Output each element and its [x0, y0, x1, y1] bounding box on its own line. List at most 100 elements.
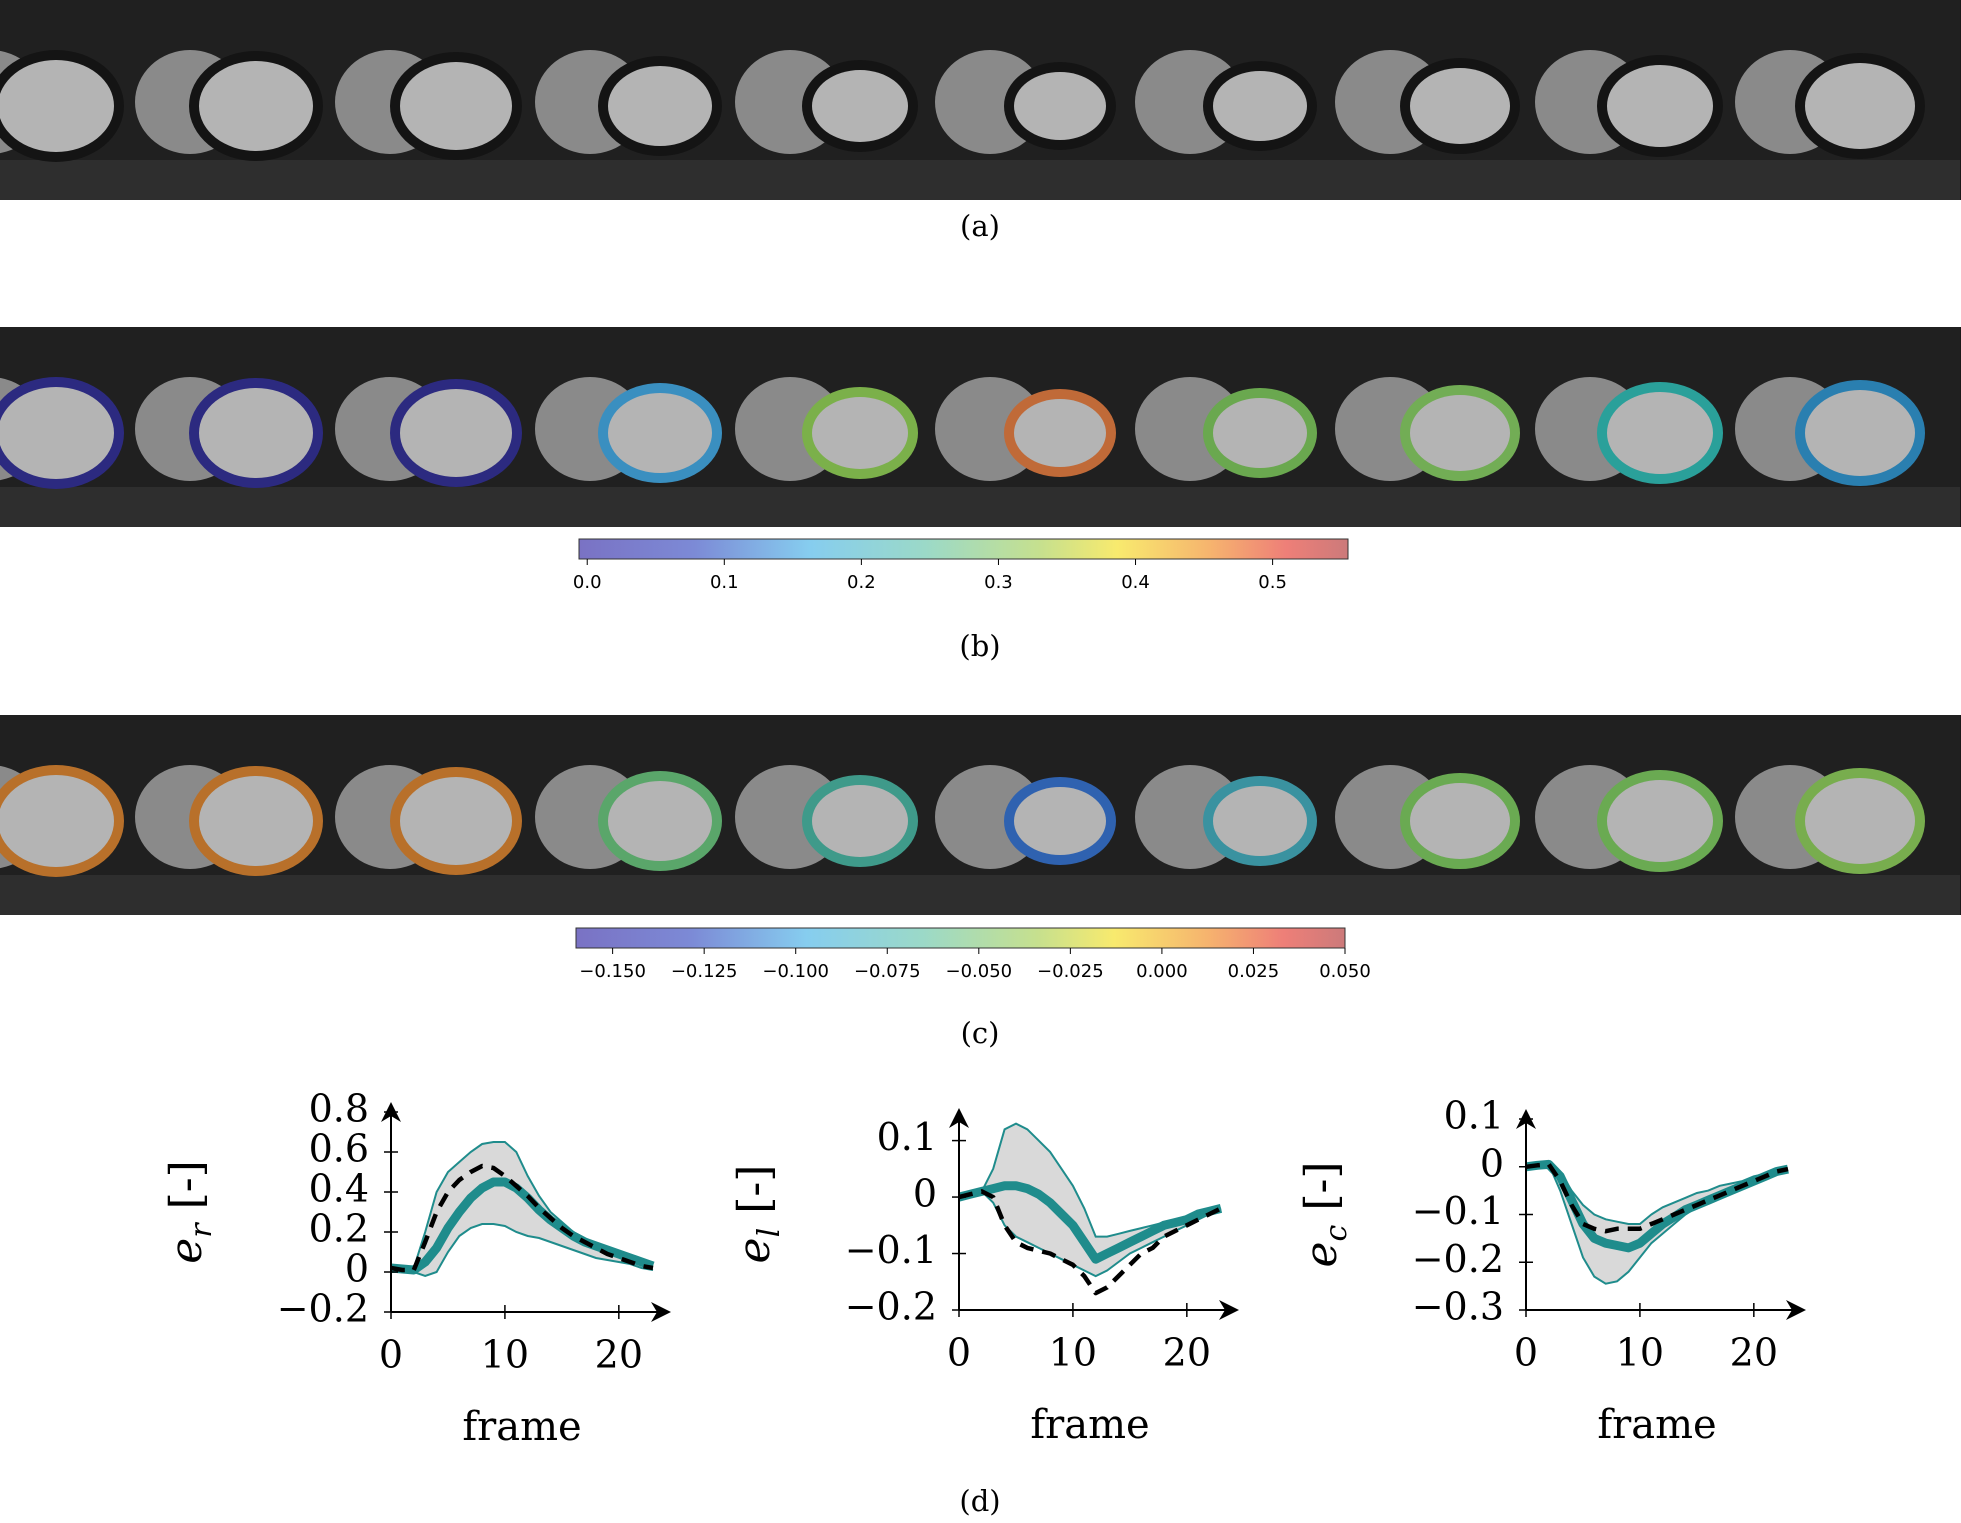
- x-tick-label: 20: [1730, 1331, 1778, 1375]
- y-label-unit: [-]: [161, 1160, 212, 1209]
- colorbar-tick-label: 0.000: [1136, 961, 1188, 982]
- lower-tissue: [1560, 487, 1760, 527]
- lower-tissue: [1560, 875, 1760, 915]
- colorbar-tick-label: 0.0: [573, 572, 602, 593]
- y-tick-label: 0.1: [877, 1115, 937, 1159]
- x-tick-label: 20: [1163, 1331, 1211, 1375]
- lv-cavity: [1805, 778, 1915, 864]
- lv-cavity: [1805, 63, 1915, 149]
- y-label-symbol: e: [161, 1238, 212, 1264]
- lv-cavity: [1607, 392, 1713, 474]
- lv-cavity: [400, 62, 512, 150]
- dashed-line: [1525, 1162, 1789, 1234]
- lv-cavity: [0, 60, 114, 152]
- lv-cavity: [1607, 65, 1713, 147]
- lower-tissue: [760, 160, 960, 200]
- mean-line: [390, 1177, 655, 1275]
- lv-cavity: [608, 66, 712, 146]
- colorbar-tick-label: −0.150: [579, 961, 646, 982]
- x-axis-label: frame: [1030, 1402, 1149, 1448]
- lower-tissue: [760, 487, 960, 527]
- lv-cavity: [608, 393, 712, 473]
- colorbar-tick-label: 0.4: [1121, 572, 1150, 593]
- lv-cavity: [1213, 71, 1307, 141]
- band-lower: [391, 1223, 654, 1278]
- colorbar-tick-label: 0.025: [1228, 961, 1280, 982]
- colorbar-tick-label: 0.5: [1258, 572, 1287, 593]
- lv-cavity: [1014, 72, 1106, 140]
- x-tick-label: 0: [1514, 1331, 1538, 1375]
- y-tick-label: −0.2: [845, 1285, 937, 1329]
- lv-cavity: [0, 387, 114, 479]
- lower-tissue: [360, 160, 560, 200]
- lv-cavity: [1410, 783, 1510, 859]
- lower-tissue: [560, 875, 760, 915]
- lower-tissue: [560, 487, 760, 527]
- y-axis-label: ec [-]: [1296, 1161, 1354, 1267]
- y-tick-label: 0.8: [309, 1087, 369, 1131]
- y-label-subscript: r: [184, 1222, 219, 1238]
- lv-cavity: [199, 776, 313, 866]
- x-tick-label: 0: [379, 1333, 403, 1377]
- lv-cavity: [0, 775, 114, 867]
- lv-cavity: [1410, 68, 1510, 144]
- x-tick-label: 0: [947, 1331, 971, 1375]
- lower-tissue: [360, 875, 560, 915]
- y-tick-label: −0.1: [1412, 1189, 1504, 1233]
- lv-cavity: [1213, 398, 1307, 468]
- y-label-subscript: c: [1319, 1224, 1354, 1241]
- lower-tissue: [960, 160, 1160, 200]
- lower-tissue: [960, 875, 1160, 915]
- lv-cavity: [812, 785, 908, 857]
- lv-cavity: [1607, 780, 1713, 862]
- lower-tissue: [1360, 487, 1560, 527]
- y-tick-label: 0.1: [1444, 1094, 1504, 1138]
- lv-cavity: [1014, 399, 1106, 467]
- y-tick-label: −0.2: [277, 1287, 369, 1331]
- x-tick-label: 10: [1616, 1331, 1664, 1375]
- colorbar-tick-label: −0.075: [854, 961, 921, 982]
- y-tick-label: 0.2: [309, 1207, 369, 1251]
- lower-tissue: [1360, 160, 1560, 200]
- lower-tissue: [0, 487, 160, 527]
- lv-cavity: [1410, 395, 1510, 471]
- lower-tissue: [1160, 487, 1360, 527]
- lv-cavity: [1805, 390, 1915, 476]
- y-tick-label: 0: [345, 1247, 369, 1291]
- lv-cavity: [400, 777, 512, 865]
- y-label-unit: [-]: [1296, 1161, 1347, 1210]
- colorbar: [578, 538, 1349, 560]
- colorbar-tick-label: 0.3: [984, 572, 1013, 593]
- lv-cavity: [812, 70, 908, 142]
- lv-cavity: [400, 389, 512, 477]
- y-axis-label: er [-]: [161, 1160, 219, 1264]
- colorbar-tick-label: 0.1: [710, 572, 739, 593]
- y-axis-label: el [-]: [729, 1165, 787, 1264]
- colorbar-tick-label: −0.025: [1037, 961, 1104, 982]
- colorbar-tick-label: −0.050: [945, 961, 1012, 982]
- lower-tissue: [1160, 160, 1360, 200]
- mean-line: [957, 1181, 1223, 1264]
- lower-tissue: [360, 487, 560, 527]
- caption: (d): [959, 1484, 1000, 1518]
- y-label-symbol: e: [1296, 1241, 1347, 1267]
- lower-tissue: [1360, 875, 1560, 915]
- y-label-subscript: l: [752, 1228, 787, 1238]
- lower-tissue: [1760, 160, 1960, 200]
- dashed-line: [958, 1189, 1222, 1296]
- caption: (b): [959, 629, 1000, 663]
- x-axis-label: frame: [462, 1404, 581, 1450]
- y-tick-label: −0.2: [1412, 1237, 1504, 1281]
- lv-cavity: [1014, 787, 1106, 855]
- lower-tissue: [0, 160, 160, 200]
- colorbar-tick-label: 0.050: [1319, 961, 1371, 982]
- colorbar-tick-label: −0.125: [671, 961, 738, 982]
- lv-cavity: [199, 61, 313, 151]
- y-tick-label: 0.6: [309, 1127, 369, 1171]
- y-label-symbol: e: [729, 1237, 780, 1263]
- y-tick-label: 0: [1480, 1141, 1504, 1185]
- y-tick-label: 0: [913, 1172, 937, 1216]
- dashed-line: [390, 1163, 654, 1273]
- lower-tissue: [1760, 875, 1960, 915]
